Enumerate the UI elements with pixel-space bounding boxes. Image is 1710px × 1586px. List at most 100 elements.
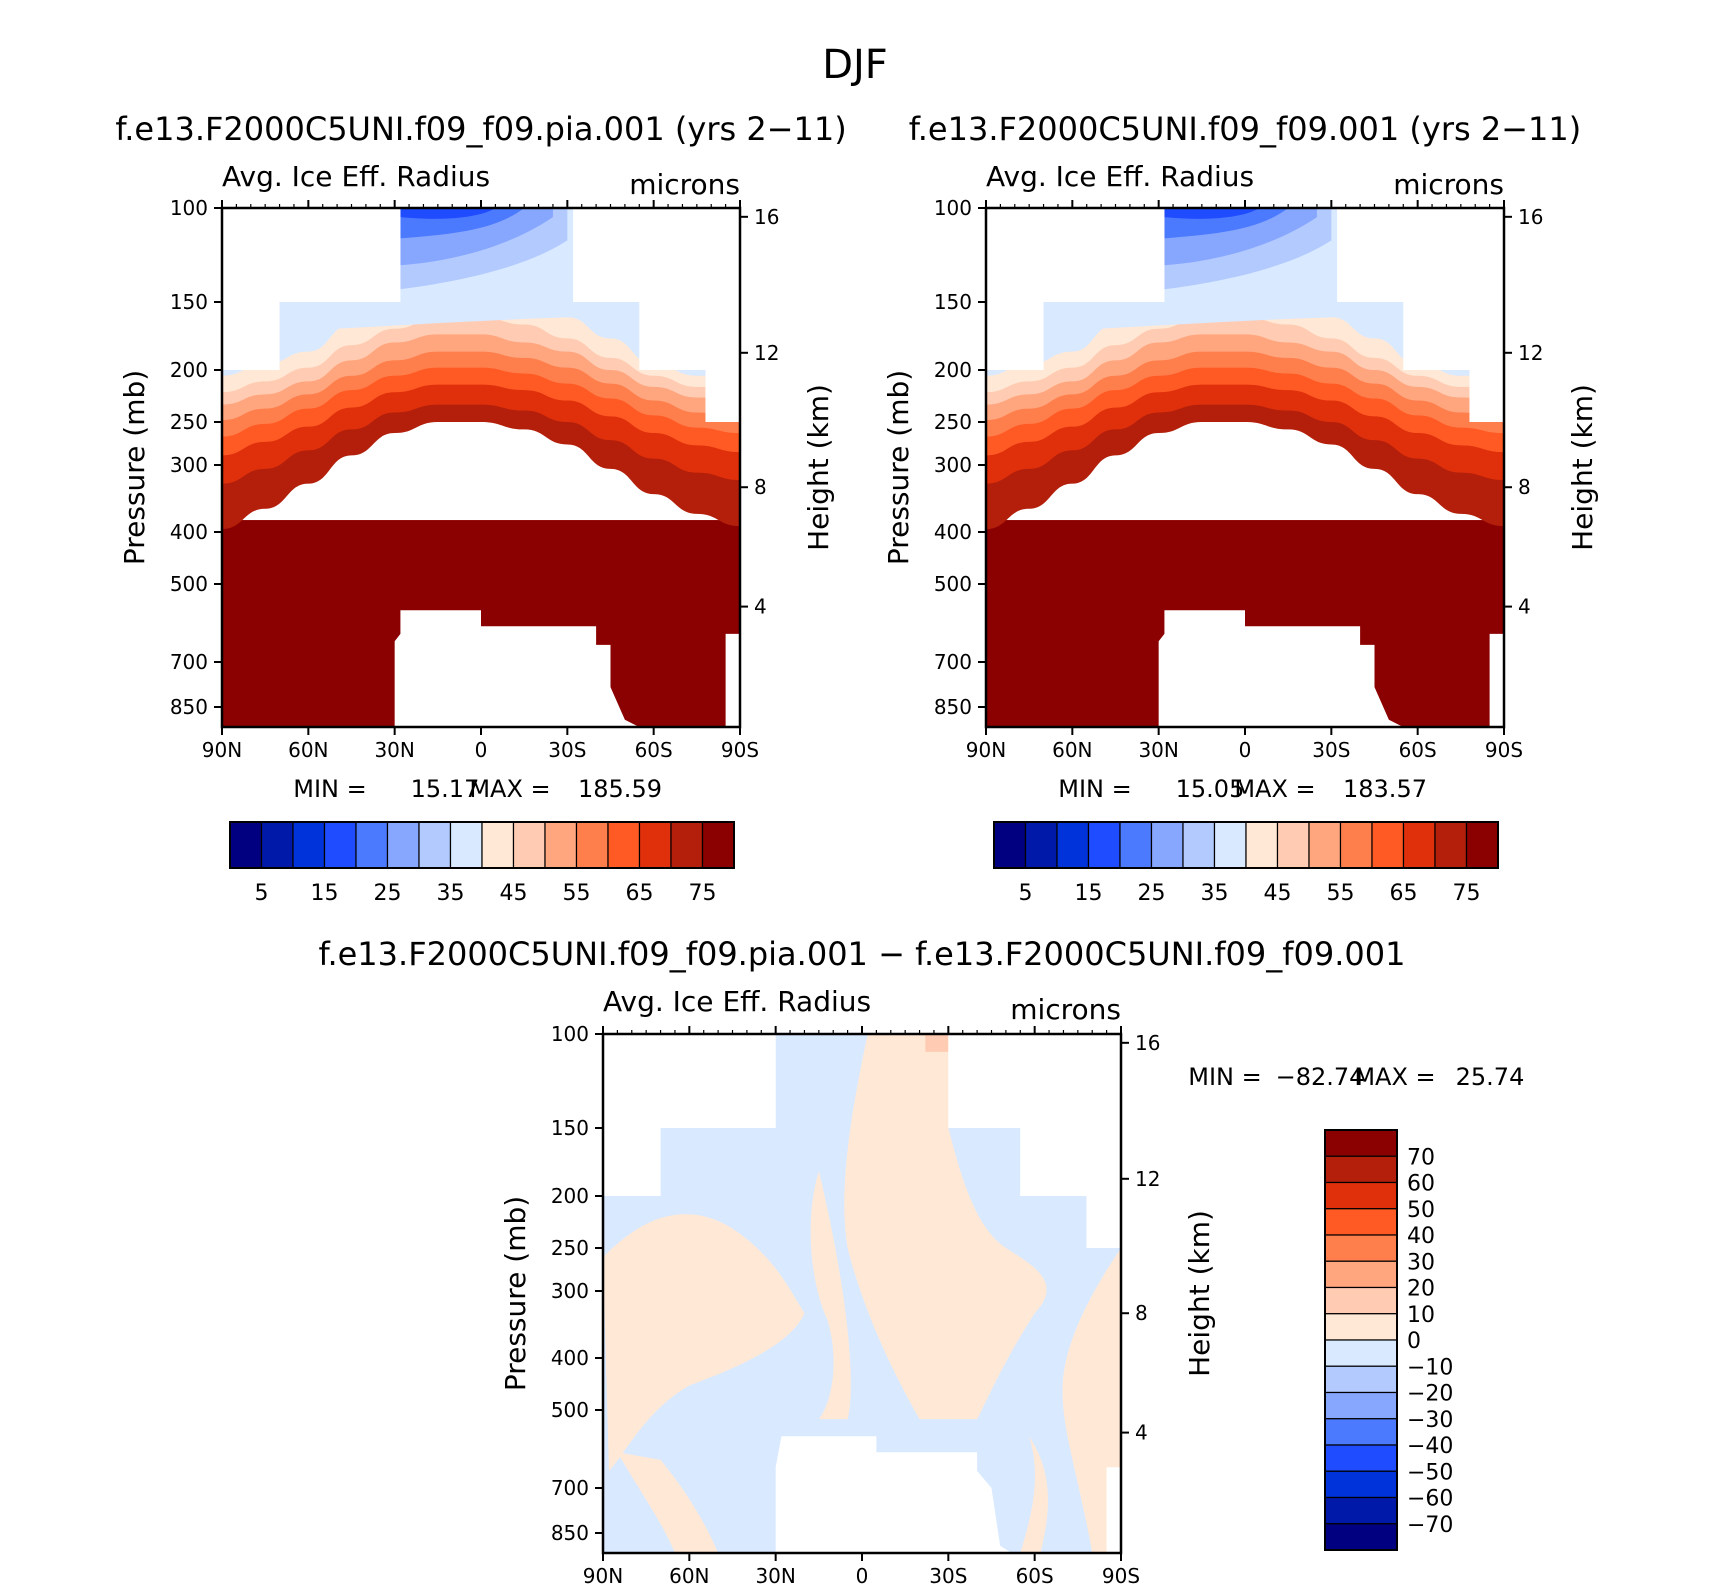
y-axis-label: Pressure (mb)	[499, 1196, 532, 1391]
stats-max-value: 25.74	[1456, 1063, 1525, 1091]
mask-no-data-bottom	[1158, 610, 1404, 727]
colorbar-box-10	[1324, 1391, 1398, 1420]
y-tick-label-500: 500	[551, 1398, 589, 1422]
y-tick-label-700: 700	[934, 650, 972, 674]
colorbar-box-9	[1276, 821, 1310, 869]
x-tick-label-60N: 60N	[1052, 738, 1092, 762]
y-axis-label-right: Height (km)	[1566, 384, 1599, 551]
colorbar-box-15	[701, 821, 735, 869]
colorbar-label-8: −10	[1407, 1355, 1453, 1380]
diff-fill-pos-right	[1062, 1248, 1121, 1553]
colorbar-box-12	[1371, 821, 1405, 869]
left-label: Avg. Ice Eff. Radius	[986, 160, 1254, 193]
y-axis-label-right: Height (km)	[1183, 1210, 1216, 1377]
colorbar-box-11	[575, 821, 609, 869]
stats-max-label: MAX =	[1354, 1063, 1435, 1091]
mask-bottom-right	[725, 633, 741, 727]
colorbar-label-15: 15	[311, 881, 339, 906]
x-tick-label-90N: 90N	[202, 738, 242, 762]
y-tick-label-250: 250	[170, 410, 208, 434]
y-tick-label-300: 300	[170, 453, 208, 477]
x-tick-label-30S: 30S	[929, 1564, 967, 1586]
x-tick-label-0: 0	[856, 1564, 869, 1586]
mask-left-150-200	[986, 208, 1044, 370]
colorbar-label-45: 45	[500, 881, 528, 906]
mask-left-150-200	[222, 208, 280, 370]
stats-max-value: 183.57	[1343, 775, 1427, 803]
colorbar-label-0: 70	[1407, 1145, 1435, 1170]
colorbar-label-1: 60	[1407, 1172, 1435, 1197]
mask-right-200-250	[1086, 1034, 1121, 1248]
colorbar-label-5: 5	[255, 881, 269, 906]
colorbar-box-4	[355, 821, 389, 869]
y-axis-label-right: Height (km)	[802, 384, 835, 551]
x-tick-label-60N: 60N	[288, 738, 328, 762]
y2-tick-label-8: 8	[1518, 475, 1531, 499]
y2-tick-label-16: 16	[1518, 205, 1543, 229]
mask-no-data-bottom	[775, 1436, 1012, 1553]
colorbar-box-13	[1402, 821, 1436, 869]
left-label: Avg. Ice Eff. Radius	[603, 985, 871, 1018]
x-tick-label-60S: 60S	[635, 738, 673, 762]
stats-min-label: MIN =	[293, 775, 366, 803]
y-tick-label-150: 150	[170, 290, 208, 314]
diff-fill-pos10	[925, 1034, 949, 1052]
x-tick-label-90N: 90N	[583, 1564, 623, 1586]
colorbar-label-45: 45	[1264, 881, 1292, 906]
colorbar-box-6	[1182, 821, 1216, 869]
colorbar-frame	[1324, 1129, 1398, 1551]
colorbar-box-5	[1324, 1260, 1398, 1289]
colorbar-box-6	[1324, 1286, 1398, 1315]
colorbar-box-8	[481, 821, 515, 869]
colorbar-label-4: 30	[1407, 1250, 1435, 1275]
x-tick-label-0: 0	[475, 738, 488, 762]
colorbar-box-1	[1024, 821, 1058, 869]
colorbar-box-0	[229, 821, 263, 869]
colorbar-box-13	[1324, 1470, 1398, 1499]
x-tick-label-30N: 30N	[374, 738, 414, 762]
colorbar-label-9: −20	[1407, 1382, 1453, 1407]
colorbar-box-10	[1308, 821, 1342, 869]
colorbar-label-6: 10	[1407, 1303, 1435, 1328]
y2-tick-label-4: 4	[1518, 595, 1531, 619]
y-axis-label: Pressure (mb)	[118, 370, 151, 565]
colorbar-box-1	[1324, 1155, 1398, 1184]
y2-tick-label-12: 12	[754, 341, 779, 365]
y-tick-label-100: 100	[551, 1022, 589, 1046]
y-tick-label-850: 850	[934, 695, 972, 719]
x-tick-label-90S: 90S	[721, 738, 759, 762]
colorbar-box-9	[512, 821, 546, 869]
colorbar-box-13	[638, 821, 672, 869]
mask-bottom-right	[1106, 1467, 1122, 1553]
y-tick-label-500: 500	[170, 572, 208, 596]
panel-title: f.e13.F2000C5UNI.f09_f09.pia.001 (yrs 2−…	[115, 110, 846, 148]
colorbar-box-14	[670, 821, 704, 869]
colorbar-frame	[993, 821, 1499, 869]
y-tick-label-100: 100	[934, 196, 972, 220]
stats-max-label: MAX =	[1234, 775, 1315, 803]
y-tick-label-300: 300	[934, 453, 972, 477]
y2-tick-label-4: 4	[754, 595, 767, 619]
colorbar-box-7	[1213, 821, 1247, 869]
colorbar-box-15	[1324, 1523, 1398, 1551]
colorbar-label-3: 40	[1407, 1224, 1435, 1249]
x-tick-label-30N: 30N	[1138, 738, 1178, 762]
colorbar-box-7	[1324, 1313, 1398, 1341]
colorbar-label-25: 25	[1138, 881, 1166, 906]
y2-tick-label-16: 16	[754, 205, 779, 229]
y-tick-label-150: 150	[934, 290, 972, 314]
colorbar-label-5: 5	[1019, 881, 1033, 906]
y-tick-label-200: 200	[170, 358, 208, 382]
colorbar-label-10: −30	[1407, 1408, 1453, 1433]
colorbar-label-15: 15	[1075, 881, 1103, 906]
mask-right-200-250	[705, 208, 740, 422]
colorbar-box-0	[993, 821, 1027, 869]
colorbar-label-25: 25	[374, 881, 402, 906]
panel-title: f.e13.F2000C5UNI.f09_f09.pia.001 − f.e13…	[319, 935, 1406, 973]
colorbar-box-2	[292, 821, 326, 869]
band-35-40-midlat	[1043, 302, 1404, 332]
y-tick-label-400: 400	[170, 520, 208, 544]
